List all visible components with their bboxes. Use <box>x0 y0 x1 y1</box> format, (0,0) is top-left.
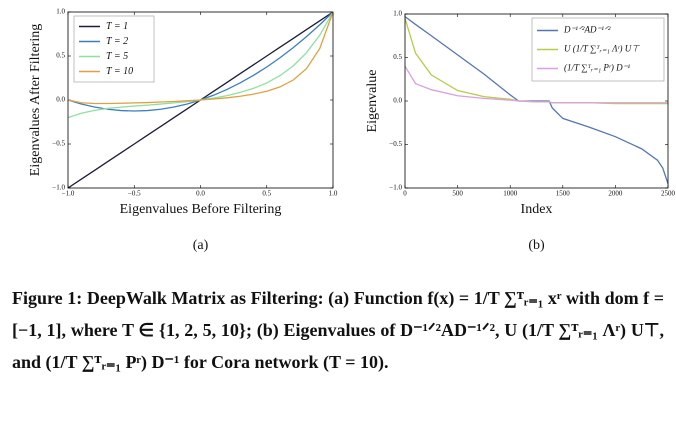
series-line <box>404 65 668 104</box>
legend-label: T = 1 <box>106 21 128 32</box>
x-tick-label: 0.5 <box>262 190 271 198</box>
x-tick-label: 500 <box>452 190 463 198</box>
y-tick-label: 0.5 <box>393 53 402 61</box>
x-tick-label: 1500 <box>556 190 571 198</box>
caption-label: Figure 1: <box>12 288 83 308</box>
legend-label: T = 5 <box>106 51 128 62</box>
series-line <box>404 16 669 184</box>
x-tick-label: 1.0 <box>329 190 338 198</box>
legend-label: D⁻¹ᐟ²AD⁻¹ᐟ² <box>563 25 611 35</box>
y-tick-label: −1.0 <box>52 184 65 192</box>
legend-label: T = 2 <box>106 36 128 47</box>
y-tick-label: 0.5 <box>56 52 65 60</box>
caption: Figure 1: DeepWalk Matrix as Filtering: … <box>12 282 664 378</box>
plot-frame <box>404 13 669 189</box>
legend-label: U (1/T ∑ᵀᵣ₌₁ Λʳ) U⊤ <box>564 44 640 54</box>
x-tick-label: 2500 <box>661 190 676 198</box>
x-tick-label: −1.0 <box>62 190 75 198</box>
panel-label: (b) <box>528 238 545 253</box>
y-tick-label: 1.0 <box>393 10 402 18</box>
caption-title: DeepWalk Matrix as Filtering: <box>86 288 324 308</box>
legend-label: T = 10 <box>106 66 133 77</box>
y-tick-label: −0.5 <box>389 140 402 148</box>
y-axis-label: Eigenvalues After Filtering <box>28 24 43 176</box>
y-tick-label: 0.0 <box>393 97 402 105</box>
figure: −1.0 −0.5 0.0 0.5 1.0 −1.0 −0.5 0.0 0.5 1.0 Eigenv… <box>28 8 676 254</box>
x-axis-label: Index <box>521 202 553 217</box>
y-tick-label: 0.0 <box>56 96 65 104</box>
x-tick-label: −0.5 <box>128 190 141 198</box>
x-tick-label: 0.0 <box>196 190 205 198</box>
x-tick-label: 1000 <box>503 190 518 198</box>
panel-label: (a) <box>193 238 209 253</box>
series-line <box>67 11 334 105</box>
legend-label: (1/T ∑ᵀᵣ₌₁ Pʳ) D⁻¹ <box>564 63 630 73</box>
caption-text: (a) Function f(x) = 1/T ∑ᵀᵣ₌₁ xʳ with do… <box>12 288 665 372</box>
y-axis-label: Eigenvalue <box>365 70 380 133</box>
x-axis-label: Eigenvalues Before Filtering <box>120 202 282 217</box>
plot-frame <box>67 11 334 189</box>
y-tick-label: 1.0 <box>56 8 65 16</box>
x-tick-label: 0 <box>403 190 407 198</box>
y-tick-label: −0.5 <box>52 140 65 148</box>
y-tick-label: −1.0 <box>389 184 402 192</box>
x-tick-label: 2000 <box>608 190 623 198</box>
